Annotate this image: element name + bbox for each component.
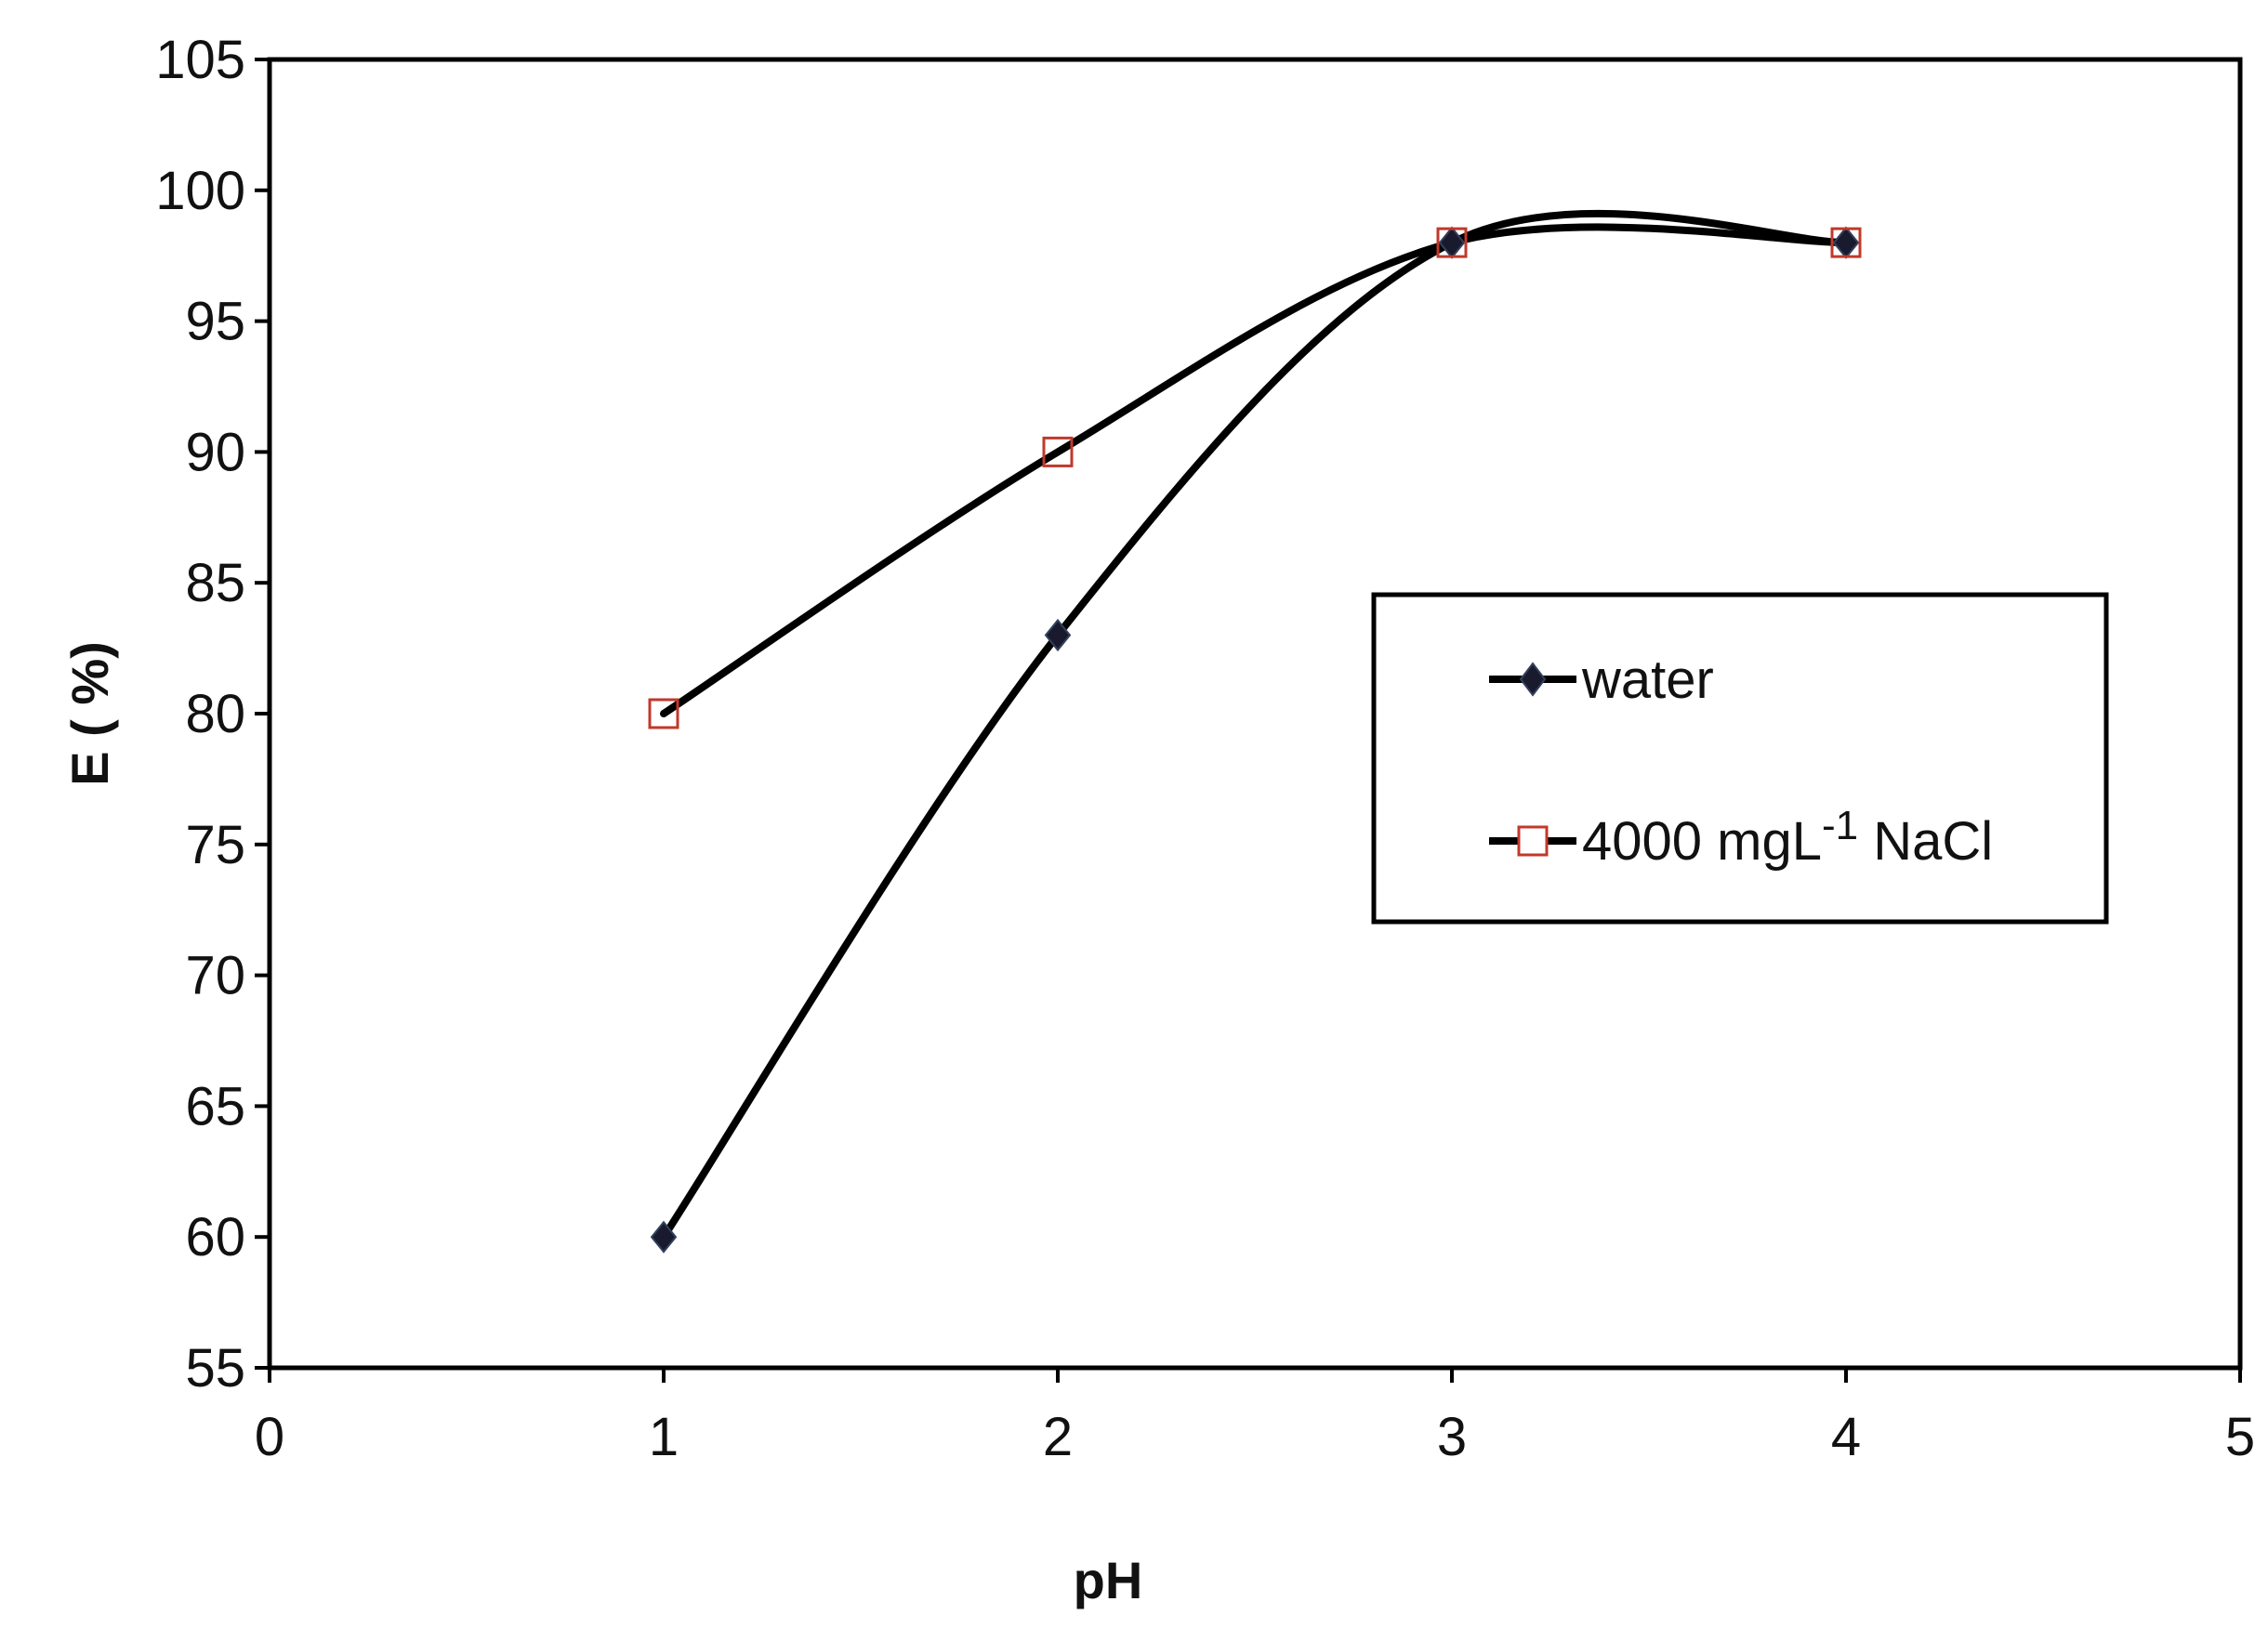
legend-box xyxy=(1371,592,2109,925)
y-tick-label: 95 xyxy=(185,292,245,352)
y-axis-title: E ( %) xyxy=(60,641,119,786)
series-layer xyxy=(648,209,1862,1254)
y-tick-label: 85 xyxy=(185,553,245,613)
data-point-diamond xyxy=(1832,226,1860,259)
data-point-diamond xyxy=(1044,618,1072,652)
y-tick-label: 75 xyxy=(185,815,245,875)
series-line-1 xyxy=(660,223,1850,717)
legend-square-marker xyxy=(1517,825,1549,857)
data-point-square xyxy=(1042,436,1074,467)
y-tick-label: 70 xyxy=(185,946,245,1006)
x-tick-label: 3 xyxy=(1437,1407,1467,1467)
data-point-square xyxy=(1830,227,1862,258)
legend-label-water: water xyxy=(1581,650,1714,710)
data-point-square xyxy=(648,698,679,729)
y-tick-label: 90 xyxy=(185,422,245,482)
legend-item-nacl: 4000 mgL-1 NaCl xyxy=(1489,803,1993,872)
y-tick-label: 65 xyxy=(185,1076,245,1136)
legend-diamond-marker xyxy=(1519,662,1547,697)
y-tick-label: 105 xyxy=(155,30,245,90)
x-axis-title: pH xyxy=(1074,1551,1143,1609)
y-axis-ticks: 55 60 65 70 75 80 85 90 95 100 105 xyxy=(155,30,270,1398)
legend-label-nacl-suffix: NaCl xyxy=(1858,811,1993,872)
x-tick-label: 2 xyxy=(1043,1407,1073,1467)
data-point-diamond xyxy=(1438,226,1466,259)
x-tick-label: 5 xyxy=(2225,1407,2255,1467)
y-tick-label: 100 xyxy=(155,161,245,221)
data-point-diamond xyxy=(650,1220,678,1254)
x-tick-label: 0 xyxy=(255,1407,284,1467)
y-tick-label: 80 xyxy=(185,684,245,744)
y-tick-label: 55 xyxy=(185,1338,245,1398)
y-tick-label: 60 xyxy=(185,1207,245,1267)
data-point-square xyxy=(1436,227,1468,258)
legend-label-nacl: 4000 mgL-1 NaCl xyxy=(1582,803,1993,872)
legend-label-nacl-base: 4000 mgL xyxy=(1582,811,1822,872)
x-tick-label: 4 xyxy=(1831,1407,1861,1467)
legend-label-nacl-sup: -1 xyxy=(1822,803,1858,848)
series-line-0 xyxy=(660,209,1850,1241)
x-tick-label: 1 xyxy=(649,1407,679,1467)
legend-item-water: water xyxy=(1489,650,1714,710)
legend: water 4000 mgL-1 NaCl xyxy=(1371,592,2109,925)
x-axis-ticks: 0 1 2 3 4 5 xyxy=(255,1368,2255,1467)
